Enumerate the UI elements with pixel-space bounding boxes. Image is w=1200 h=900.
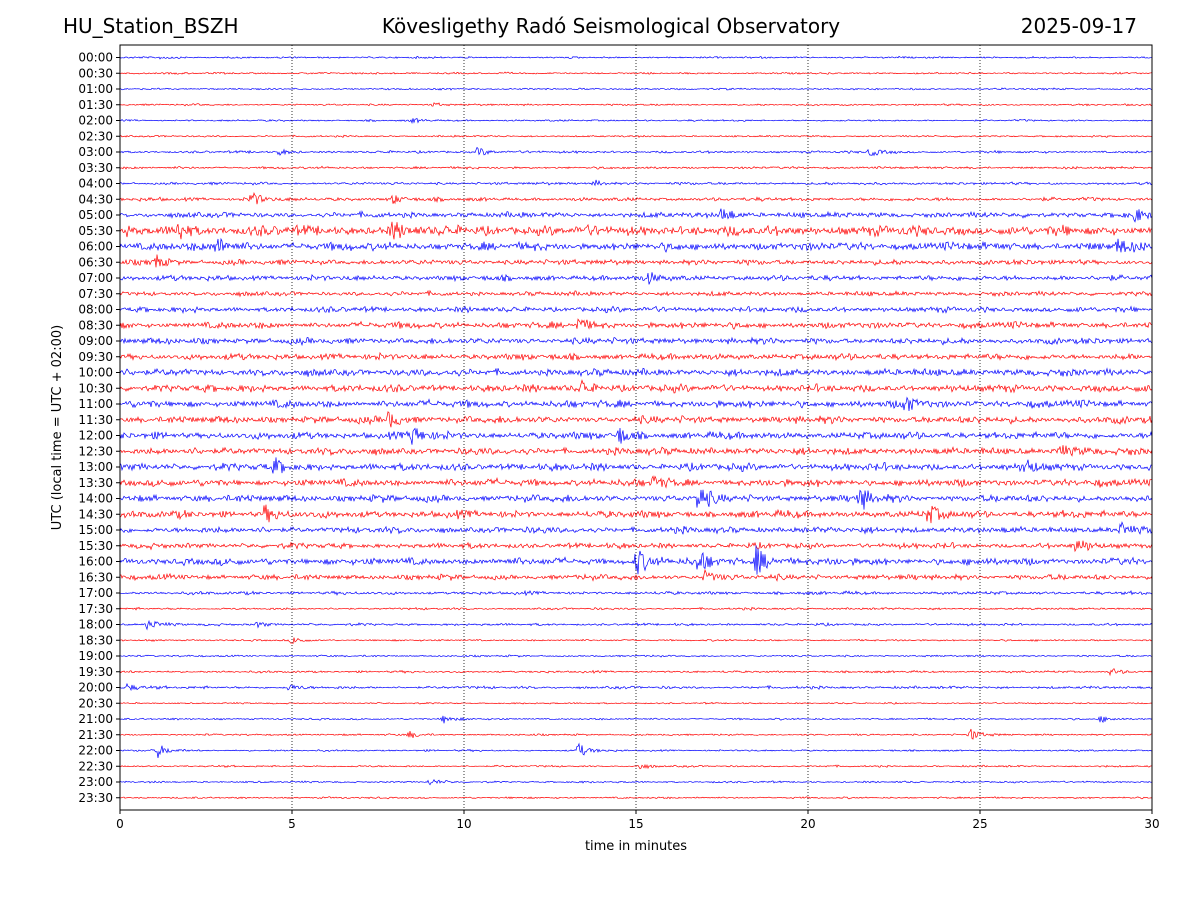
trace-1230 <box>119 445 1153 457</box>
y-tick-label: 22:00 <box>78 744 113 758</box>
y-tick-label: 12:30 <box>78 444 113 458</box>
trace-1200 <box>119 427 1153 445</box>
y-tick-label: 23:30 <box>78 791 113 805</box>
trace-2100 <box>119 715 1153 724</box>
x-tick-label: 30 <box>1144 817 1159 831</box>
y-tick-label: 14:30 <box>78 507 113 521</box>
trace-1800 <box>119 619 1153 631</box>
trace-2330 <box>119 796 1153 800</box>
y-tick-label: 21:30 <box>78 728 113 742</box>
trace-0900 <box>119 336 1153 347</box>
y-tick-label: 02:00 <box>78 114 113 128</box>
trace-1900 <box>119 654 1153 658</box>
trace-2200 <box>119 742 1153 758</box>
y-tick-label: 03:00 <box>78 145 113 159</box>
y-tick-label: 13:30 <box>78 476 113 490</box>
x-tick-label: 0 <box>116 817 124 831</box>
y-tick-label: 11:00 <box>78 397 113 411</box>
y-tick-label: 04:00 <box>78 177 113 191</box>
y-tick-label: 07:00 <box>78 271 113 285</box>
y-tick-label: 16:00 <box>78 555 113 569</box>
y-tick-label: 05:30 <box>78 224 113 238</box>
trace-0530 <box>119 221 1153 240</box>
y-tick-label: 07:30 <box>78 287 113 301</box>
y-tick-label: 08:00 <box>78 303 113 317</box>
y-tick-label: 02:30 <box>78 129 113 143</box>
chart-date: 2025-09-17 <box>1020 14 1137 38</box>
y-tick-label: 19:00 <box>78 649 113 663</box>
x-tick-label: 5 <box>288 817 296 831</box>
y-tick-label: 00:00 <box>78 51 113 65</box>
x-tick-label: 15 <box>628 817 643 831</box>
y-tick-label: 05:00 <box>78 208 113 222</box>
y-tick-label: 18:00 <box>78 618 113 632</box>
x-tick-label: 20 <box>800 817 815 831</box>
y-tick-label: 06:30 <box>78 255 113 269</box>
y-tick-label: 08:30 <box>78 318 113 332</box>
y-tick-label: 15:00 <box>78 523 113 537</box>
trace-2130 <box>119 728 1153 740</box>
trace-1500 <box>119 521 1153 535</box>
x-axis-label: time in minutes <box>585 839 687 854</box>
y-tick-label: 10:30 <box>78 381 113 395</box>
y-tick-label: 13:00 <box>78 460 113 474</box>
y-tick-label: 22:30 <box>78 759 113 773</box>
y-axis-label: UTC (local time = UTC + 02:00) <box>50 325 65 530</box>
trace-2300 <box>119 779 1153 786</box>
y-tick-label: 19:30 <box>78 665 113 679</box>
trace-1630 <box>119 568 1153 582</box>
y-tick-label: 04:30 <box>78 192 113 206</box>
y-tick-label: 11:30 <box>78 413 113 427</box>
y-tick-label: 15:30 <box>78 539 113 553</box>
y-tick-label: 03:30 <box>78 161 113 175</box>
y-tick-label: 01:00 <box>78 82 113 96</box>
y-tick-label: 01:30 <box>78 98 113 112</box>
y-tick-label: 17:30 <box>78 602 113 616</box>
y-tick-label: 23:00 <box>78 775 113 789</box>
trace-0100 <box>119 87 1153 91</box>
y-tick-label: 17:00 <box>78 586 113 600</box>
trace-0630 <box>119 254 1153 268</box>
trace-0300 <box>119 146 1153 157</box>
y-tick-label: 14:00 <box>78 492 113 506</box>
x-tick-label: 25 <box>972 817 987 831</box>
y-tick-label: 20:00 <box>78 681 113 695</box>
y-tick-label: 10:00 <box>78 366 113 380</box>
y-tick-label: 12:00 <box>78 429 113 443</box>
trace-0700 <box>119 272 1153 285</box>
trace-1330 <box>119 475 1153 489</box>
trace-1400 <box>119 489 1153 510</box>
y-tick-label: 09:00 <box>78 334 113 348</box>
trace-1030 <box>119 379 1153 394</box>
y-tick-label: 06:00 <box>78 240 113 254</box>
y-tick-label: 20:30 <box>78 696 113 710</box>
y-tick-label: 00:30 <box>78 66 113 80</box>
x-tick-label: 10 <box>456 817 471 831</box>
y-tick-label: 21:00 <box>78 712 113 726</box>
station-label: HU_Station_BSZH <box>63 14 239 38</box>
trace-0030 <box>119 71 1153 75</box>
chart-title: Kövesligethy Radó Seismological Observat… <box>381 14 841 38</box>
y-tick-label: 09:30 <box>78 350 113 364</box>
y-tick-label: 18:30 <box>78 633 113 647</box>
y-tick-label: 16:30 <box>78 570 113 584</box>
